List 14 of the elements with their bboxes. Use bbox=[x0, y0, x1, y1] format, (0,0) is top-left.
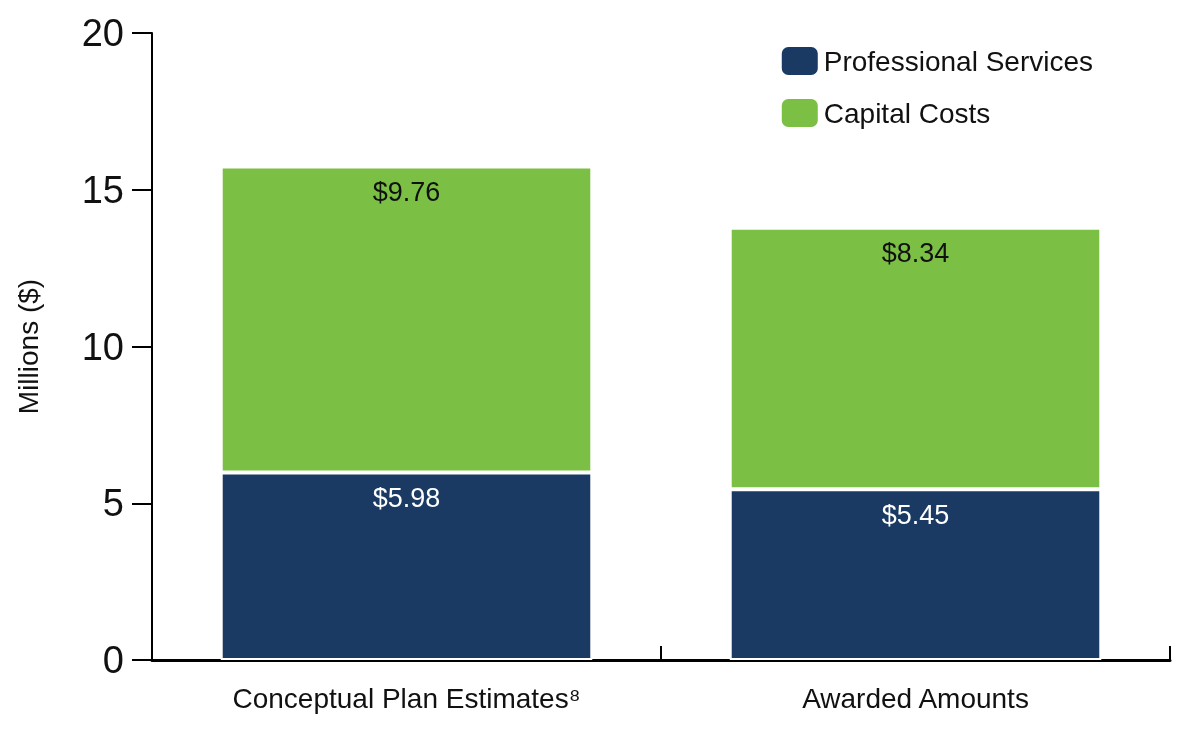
data-label: $9.76 bbox=[372, 177, 441, 208]
data-label: $5.45 bbox=[881, 499, 950, 530]
x-tick-label: Awarded Amounts bbox=[802, 682, 1029, 714]
y-tick-label: 20 bbox=[81, 12, 124, 54]
x-tick-label: Conceptual Plan Estimates⁸ bbox=[232, 682, 581, 714]
y-axis-title: Millions ($) bbox=[12, 278, 44, 415]
legend-label: Capital Costs bbox=[823, 97, 991, 129]
y-tick-label: 15 bbox=[81, 168, 124, 211]
y-tick-label: 5 bbox=[102, 482, 124, 525]
data-label: $8.34 bbox=[881, 238, 950, 269]
data-label: $5.98 bbox=[372, 483, 441, 514]
y-tick-label: 0 bbox=[102, 639, 124, 681]
legend-label: Professional Services bbox=[823, 45, 1094, 77]
y-tick-label: 10 bbox=[81, 325, 124, 368]
